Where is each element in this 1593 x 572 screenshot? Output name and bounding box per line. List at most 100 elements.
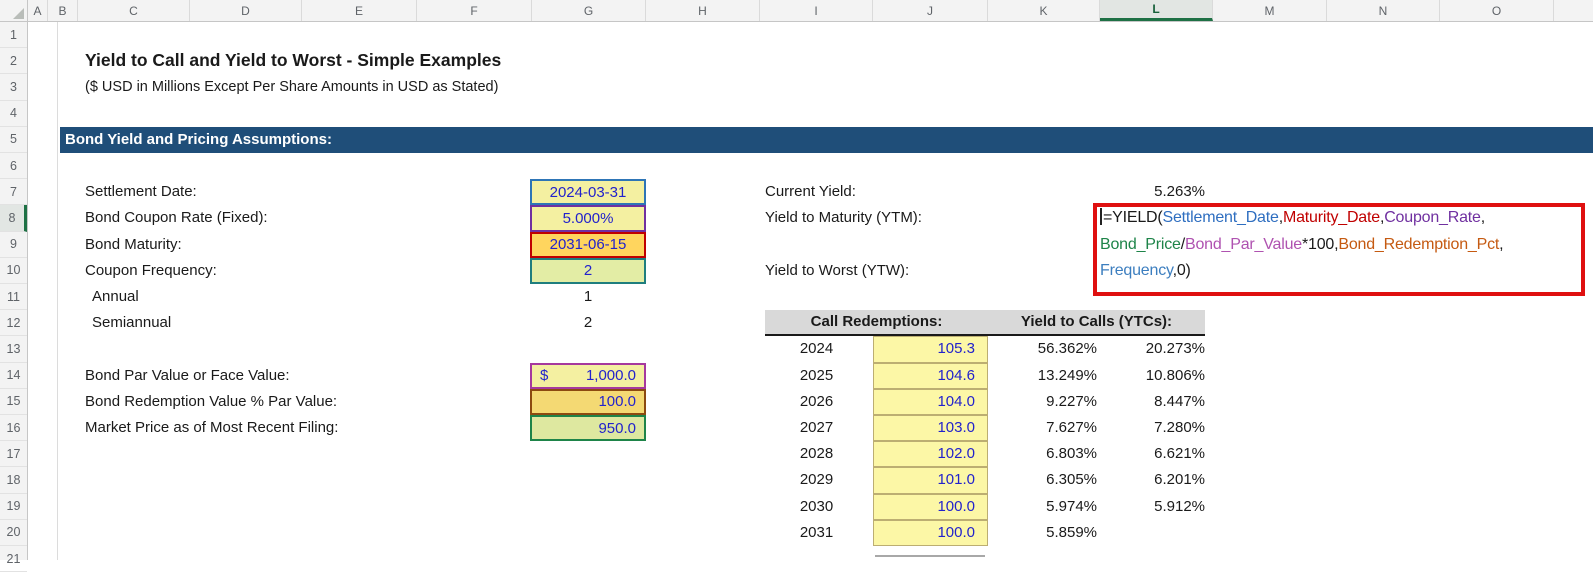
column-header-i[interactable]: I	[760, 0, 873, 21]
pricing-input-cell[interactable]: $1,000.0	[530, 362, 646, 389]
row-header-8[interactable]: 8	[0, 205, 27, 232]
pricing-label: Bond Redemption Value % Par Value:	[85, 392, 338, 410]
formula-segment: Maturity_Date	[1282, 209, 1380, 227]
column-header-a[interactable]: A	[28, 0, 48, 21]
formula-segment: Frequency	[1100, 261, 1173, 279]
row-header-20[interactable]: 20	[0, 520, 27, 546]
assumption-label: Annual	[92, 288, 139, 305]
column-header-j[interactable]: J	[873, 0, 988, 21]
formula-segment: ,	[1278, 209, 1283, 227]
formula-segment: ,0)	[1172, 261, 1191, 279]
currency-prefix: $	[540, 367, 549, 385]
assumption-value-cell[interactable]: 2	[583, 314, 593, 332]
formula-line: Bond_Price/Bond_Par_Value*100,Bond_Redem…	[1100, 232, 1588, 258]
call-year-cell[interactable]: 2031	[799, 523, 834, 541]
formula-highlight-box	[1093, 203, 1585, 296]
row-header-19[interactable]: 19	[0, 494, 27, 520]
redemption-input-cell[interactable]: 105.3	[873, 336, 988, 363]
current-yield-value[interactable]: 5.263%	[1154, 183, 1205, 200]
row-header-11[interactable]: 11	[0, 284, 27, 311]
column-header-b[interactable]: B	[48, 0, 78, 21]
row-header-13[interactable]: 13	[0, 336, 27, 363]
row-header-21[interactable]: 21	[0, 546, 27, 572]
redemption-input-cell[interactable]: 101.0	[873, 467, 988, 494]
call-year-cell[interactable]: 2024	[799, 340, 834, 358]
column-header-o[interactable]: O	[1440, 0, 1554, 21]
assumption-input-cell[interactable]: 2031-06-15	[530, 231, 646, 258]
row-header-6[interactable]: 6	[0, 153, 27, 180]
ytc-value-cell[interactable]: 5.859%	[1046, 523, 1097, 541]
redemption-input-cell[interactable]: 104.0	[873, 388, 988, 415]
section-header-label: Bond Yield and Pricing Assumptions:	[65, 131, 332, 148]
assumption-input-cell[interactable]: 5.000%	[530, 205, 646, 232]
ytc-value-cell[interactable]: 13.249%	[1037, 366, 1097, 384]
column-header-l[interactable]: L	[1100, 0, 1213, 21]
redemption-input-cell[interactable]: 103.0	[873, 415, 988, 442]
row-header-14[interactable]: 14	[0, 363, 27, 389]
row-header-3[interactable]: 3	[0, 74, 27, 101]
assumption-value-cell[interactable]: 1	[583, 288, 593, 305]
ytc-value-cell[interactable]: 6.201%	[1154, 471, 1205, 489]
column-header-g[interactable]: G	[532, 0, 646, 21]
pricing-input-cell[interactable]: 950.0	[530, 415, 646, 442]
row-header-17[interactable]: 17	[0, 441, 27, 468]
assumption-input-cell[interactable]: 2	[530, 257, 646, 284]
row-header-15[interactable]: 15	[0, 389, 27, 415]
call-year-cell[interactable]: 2028	[799, 445, 834, 463]
row-header-4[interactable]: 4	[0, 101, 27, 127]
assumption-input-cell[interactable]: 2024-03-31	[530, 179, 646, 206]
pricing-value: 100.0	[598, 393, 636, 411]
formula-segment: /	[1180, 235, 1185, 253]
row-header-5[interactable]: 5	[0, 127, 27, 153]
row-header-1[interactable]: 1	[0, 22, 27, 49]
pricing-label: Market Price as of Most Recent Filing:	[85, 419, 339, 436]
pricing-input-cell[interactable]: 100.0	[530, 388, 646, 415]
redemption-input-cell[interactable]: 100.0	[873, 493, 988, 520]
call-year-cell[interactable]: 2026	[799, 392, 834, 410]
column-header-k[interactable]: K	[988, 0, 1100, 21]
row-header-18[interactable]: 18	[0, 467, 27, 494]
call-year-cell[interactable]: 2025	[799, 366, 834, 384]
redemption-input-cell[interactable]: 100.0	[873, 519, 988, 546]
assumption-label: Bond Maturity:	[85, 235, 182, 253]
row-header-9[interactable]: 9	[0, 232, 27, 258]
call-year-cell[interactable]: 2029	[799, 471, 834, 489]
column-header-n[interactable]: N	[1327, 0, 1440, 21]
column-header-m[interactable]: M	[1213, 0, 1327, 21]
formula-segment: Bond_Redemption_Pct	[1338, 235, 1500, 253]
ytc-value-cell[interactable]: 56.362%	[1037, 340, 1097, 358]
formula-segment: *100,	[1301, 235, 1339, 253]
ytc-value-cell[interactable]: 5.912%	[1154, 497, 1205, 515]
column-header-d[interactable]: D	[190, 0, 302, 21]
ytc-value-cell[interactable]: 8.447%	[1154, 392, 1205, 410]
redemption-input-cell[interactable]: 102.0	[873, 441, 988, 468]
redemption-input-cell[interactable]: 104.6	[873, 362, 988, 389]
call-redemptions-header: Call Redemptions:	[765, 310, 988, 336]
row-header-16[interactable]: 16	[0, 415, 27, 442]
call-year-cell[interactable]: 2027	[799, 419, 834, 436]
ytc-value-cell[interactable]: 6.305%	[1046, 471, 1097, 489]
ytc-value-cell[interactable]: 10.806%	[1145, 366, 1205, 384]
row-header-12[interactable]: 12	[0, 310, 27, 337]
column-header-h[interactable]: H	[646, 0, 760, 21]
row-header-10[interactable]: 10	[0, 258, 27, 284]
assumption-label: Coupon Frequency:	[85, 261, 217, 279]
ytc-value-cell[interactable]: 6.621%	[1154, 445, 1205, 463]
column-header-f[interactable]: F	[417, 0, 532, 21]
call-year-cell[interactable]: 2030	[799, 497, 834, 515]
column-header-e[interactable]: E	[302, 0, 417, 21]
ytc-value-cell[interactable]: 20.273%	[1145, 340, 1205, 358]
row-header-2[interactable]: 2	[0, 48, 27, 75]
ytw-label: Yield to Worst (YTW):	[765, 262, 910, 279]
yield-to-calls-header: Yield to Calls (YTCs):	[988, 310, 1205, 336]
select-all-corner[interactable]	[0, 0, 28, 22]
ytc-value-cell[interactable]: 7.627%	[1046, 419, 1097, 436]
formula-segment: ,	[1499, 235, 1504, 253]
column-header-c[interactable]: C	[78, 0, 190, 21]
ytc-value-cell[interactable]: 5.974%	[1046, 497, 1097, 515]
ytc-value-cell[interactable]: 9.227%	[1046, 392, 1097, 410]
ytc-value-cell[interactable]: 6.803%	[1046, 445, 1097, 463]
ytc-value-cell[interactable]: 7.280%	[1154, 419, 1205, 436]
formula-segment: Coupon_Rate	[1384, 209, 1481, 227]
row-header-7[interactable]: 7	[0, 179, 27, 206]
